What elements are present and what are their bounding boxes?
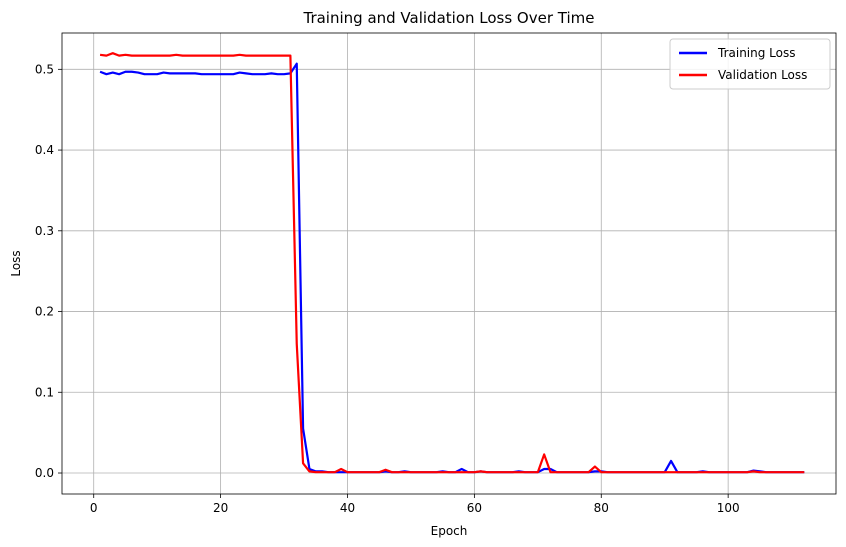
series-line-validation-loss [99, 52, 805, 474]
y-tick-label: 0.4 [35, 143, 54, 157]
x-tick-label: 20 [213, 501, 228, 515]
legend-label-validation-loss: Validation Loss [718, 68, 807, 82]
x-tick-label: 40 [340, 501, 355, 515]
y-axis-label: Loss [9, 250, 23, 276]
legend-label-training-loss: Training Loss [717, 46, 795, 60]
x-tick-label: 100 [717, 501, 740, 515]
x-tick-label: 80 [594, 501, 609, 515]
y-tick-label: 0.3 [35, 224, 54, 238]
y-tick-label: 0.5 [35, 62, 54, 76]
x-axis-label: Epoch [431, 524, 468, 538]
chart-title: Training and Validation Loss Over Time [302, 9, 594, 27]
plot-frame [61, 32, 837, 495]
y-tick-label: 0.2 [35, 305, 54, 319]
y-tick-label: 0.1 [35, 385, 54, 399]
series-lines [99, 52, 805, 474]
legend: Training Loss Validation Loss [669, 38, 831, 90]
y-axis-ticks: 0.0 0.1 0.2 0.3 0.4 0.5 [35, 62, 62, 480]
x-tick-label: 60 [467, 501, 482, 515]
x-tick-label: 0 [90, 501, 98, 515]
y-tick-label: 0.0 [35, 466, 54, 480]
legend-box [669, 38, 831, 90]
x-axis-ticks: 0 20 40 60 80 100 [90, 494, 740, 515]
